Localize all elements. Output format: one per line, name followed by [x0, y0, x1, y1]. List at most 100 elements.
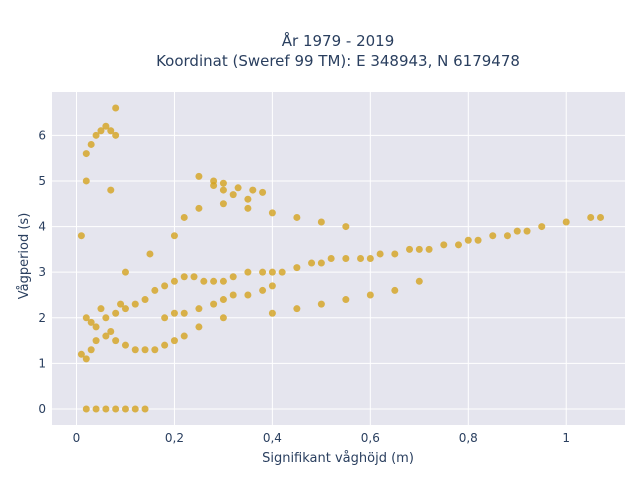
scatter-point [259, 286, 267, 294]
scatter-point [146, 250, 154, 258]
scatter-point [259, 188, 267, 196]
scatter-point [77, 232, 85, 240]
y-axis-title: Vågperiod (s) [17, 213, 32, 300]
scatter-point [107, 186, 115, 194]
x-axis-ticks: 0 0,2 0,4 0,6 0,8 1 [73, 431, 570, 445]
scatter-point [92, 337, 100, 345]
scatter-point [107, 327, 115, 335]
scatter-point [92, 323, 100, 331]
data-points [77, 104, 605, 413]
scatter-point [503, 232, 511, 240]
scatter-point [102, 405, 110, 413]
scatter-point [195, 172, 203, 180]
scatter-point [170, 277, 178, 285]
y-tick-label: 6 [38, 128, 46, 142]
scatter-point [562, 218, 570, 226]
scatter-point [82, 355, 90, 363]
scatter-point [210, 277, 218, 285]
scatter-point [342, 255, 350, 262]
scatter-point [210, 177, 218, 185]
plot-area [52, 92, 625, 425]
scatter-point [415, 245, 423, 253]
scatter-point [121, 405, 129, 413]
x-tick-label: 0,2 [165, 431, 184, 445]
scatter-point [82, 177, 90, 185]
scatter-point [376, 250, 384, 258]
scatter-point [219, 200, 227, 208]
y-tick-label: 2 [38, 311, 46, 325]
scatter-point [151, 286, 159, 294]
scatter-point [121, 305, 129, 313]
scatter-point [121, 268, 129, 276]
scatter-point [210, 300, 218, 308]
scatter-point [97, 127, 105, 135]
scatter-point [102, 314, 110, 322]
x-tick-label: 0,8 [459, 431, 478, 445]
scatter-point [244, 268, 252, 276]
scatter-point [597, 213, 605, 221]
scatter-point [513, 227, 521, 235]
scatter-point [342, 296, 350, 304]
scatter-point [121, 341, 129, 349]
scatter-point [141, 346, 149, 354]
scatter-point [87, 140, 95, 148]
scatter-point [82, 405, 90, 413]
scatter-point [131, 346, 139, 354]
scatter-point [141, 405, 149, 413]
scatter-point [268, 268, 276, 276]
scatter-point [342, 223, 350, 231]
scatter-point [170, 337, 178, 345]
x-axis-title: Signifikant våghöjd (m) [262, 451, 414, 466]
scatter-point [219, 179, 227, 187]
scatter-point [357, 255, 365, 262]
scatter-point [489, 232, 497, 240]
scatter-point [161, 341, 169, 349]
scatter-point [454, 241, 462, 249]
scatter-point [112, 337, 120, 345]
scatter-point [317, 300, 325, 308]
scatter-point [112, 405, 120, 413]
scatter-point [219, 186, 227, 194]
x-tick-label: 0 [73, 431, 81, 445]
x-tick-label: 0,6 [361, 431, 380, 445]
scatter-point [219, 296, 227, 304]
y-tick-label: 4 [38, 220, 46, 234]
scatter-point [190, 273, 198, 281]
scatter-point [229, 273, 237, 281]
scatter-point [219, 277, 227, 285]
scatter-point [425, 245, 433, 253]
scatter-point [170, 232, 178, 240]
scatter-point [112, 104, 120, 112]
chart-title-line-2: Koordinat (Sweref 99 TM): E 348943, N 61… [156, 52, 520, 70]
scatter-point [195, 323, 203, 331]
scatter-point [464, 236, 472, 244]
scatter-point [244, 195, 252, 203]
scatter-point [391, 250, 399, 258]
scatter-point [141, 296, 149, 304]
scatter-point [327, 255, 335, 262]
scatter-point [219, 314, 227, 322]
scatter-point [82, 314, 90, 322]
scatter-point [131, 405, 139, 413]
chart-title-line-1: År 1979 - 2019 [282, 31, 395, 50]
scatter-point [131, 300, 139, 308]
x-tick-label: 1 [562, 431, 570, 445]
scatter-point [161, 282, 169, 290]
scatter-point [87, 346, 95, 354]
scatter-point [82, 150, 90, 158]
scatter-point [293, 305, 301, 313]
scatter-point [244, 291, 252, 299]
scatter-point [259, 268, 267, 276]
scatter-point [112, 309, 120, 317]
scatter-point [391, 286, 399, 294]
scatter-point [317, 259, 325, 267]
scatter-point [151, 346, 159, 354]
scatter-point [92, 405, 100, 413]
scatter-point [107, 127, 115, 135]
y-tick-label: 1 [38, 356, 46, 370]
scatter-point [293, 213, 301, 221]
scatter-point [180, 213, 188, 221]
scatter-point [97, 305, 105, 313]
scatter-point [538, 223, 546, 231]
